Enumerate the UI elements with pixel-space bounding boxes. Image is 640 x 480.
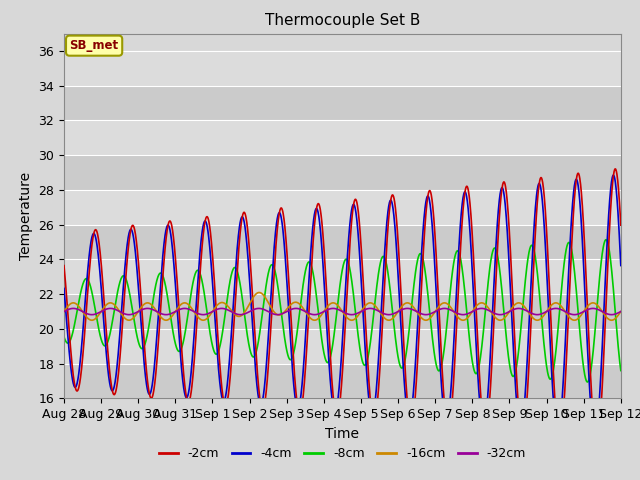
-8cm xyxy=(504,351,512,357)
-2cm xyxy=(358,264,366,270)
X-axis label: Time: Time xyxy=(325,427,360,441)
-16cm xyxy=(607,317,615,323)
-32cm xyxy=(607,312,615,318)
-32cm xyxy=(359,308,367,313)
Bar xyxy=(64,155,621,190)
-2cm xyxy=(617,222,625,228)
-2cm xyxy=(504,209,512,215)
-8cm xyxy=(602,237,610,242)
Legend: -2cm, -4cm, -8cm, -16cm, -32cm: -2cm, -4cm, -8cm, -16cm, -32cm xyxy=(154,442,531,465)
-4cm xyxy=(358,298,366,304)
Line: -8cm: -8cm xyxy=(64,240,621,382)
-16cm xyxy=(504,310,512,316)
-16cm xyxy=(617,309,625,314)
Bar xyxy=(64,190,621,225)
-16cm xyxy=(584,304,591,310)
-4cm xyxy=(583,336,591,341)
-4cm xyxy=(617,263,625,268)
Text: SB_met: SB_met xyxy=(70,39,118,52)
-32cm xyxy=(60,309,68,314)
-8cm xyxy=(216,346,223,352)
-32cm xyxy=(70,306,77,312)
-8cm xyxy=(358,358,366,364)
-2cm xyxy=(371,417,378,422)
-8cm xyxy=(60,334,68,340)
-8cm xyxy=(371,303,378,309)
-4cm xyxy=(609,172,617,178)
-32cm xyxy=(568,312,575,317)
Bar xyxy=(64,364,621,398)
-16cm xyxy=(359,306,367,312)
-8cm xyxy=(583,379,591,384)
-2cm xyxy=(568,245,575,251)
-32cm xyxy=(216,306,223,312)
Bar xyxy=(64,294,621,329)
-8cm xyxy=(584,379,591,385)
-2cm xyxy=(583,295,591,301)
-16cm xyxy=(216,300,223,306)
Line: -2cm: -2cm xyxy=(64,169,621,442)
-16cm xyxy=(371,302,379,308)
-4cm xyxy=(504,242,512,248)
Bar xyxy=(64,225,621,259)
Line: -16cm: -16cm xyxy=(64,292,621,320)
-4cm xyxy=(371,404,378,409)
Title: Thermocouple Set B: Thermocouple Set B xyxy=(265,13,420,28)
-8cm xyxy=(568,247,575,252)
-2cm xyxy=(612,166,620,172)
Bar xyxy=(64,329,621,364)
-8cm xyxy=(617,368,625,373)
-16cm xyxy=(255,289,263,295)
Line: -4cm: -4cm xyxy=(64,175,621,436)
-32cm xyxy=(584,307,591,312)
Bar xyxy=(64,51,621,86)
-4cm xyxy=(60,286,68,291)
-16cm xyxy=(568,316,575,322)
Bar xyxy=(64,259,621,294)
-32cm xyxy=(371,306,379,312)
-4cm xyxy=(216,374,223,380)
Line: -32cm: -32cm xyxy=(64,309,621,315)
-2cm xyxy=(216,354,223,360)
-2cm xyxy=(60,263,68,268)
-4cm xyxy=(591,433,598,439)
-4cm xyxy=(568,216,575,221)
Y-axis label: Temperature: Temperature xyxy=(19,172,33,260)
-32cm xyxy=(504,309,512,315)
-32cm xyxy=(617,309,625,314)
-2cm xyxy=(593,439,601,445)
Bar xyxy=(64,86,621,120)
-16cm xyxy=(60,309,68,314)
Bar xyxy=(64,120,621,155)
